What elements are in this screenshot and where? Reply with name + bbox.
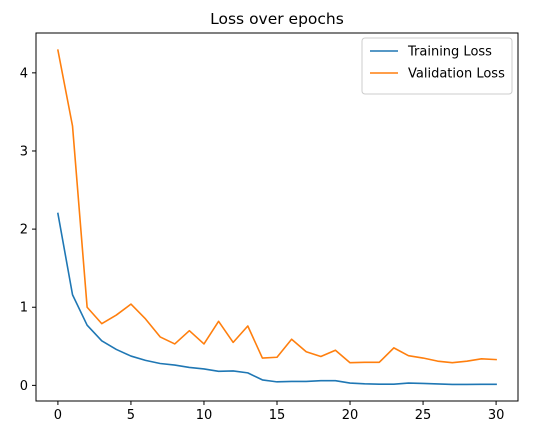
series-layer	[56, 49, 497, 386]
legend-label: Training Loss	[407, 45, 492, 60]
chart-title: Loss over epochs	[210, 10, 344, 28]
x-tick-label: 0	[54, 408, 62, 423]
x-tick-label: 5	[127, 408, 135, 423]
legend-box	[361, 37, 513, 95]
series-line-validation-loss	[56, 49, 497, 364]
x-tick-label: 30	[488, 408, 505, 423]
y-tick-label: 4	[20, 66, 28, 81]
series-line-training-loss	[56, 212, 497, 386]
x-tick-label: 10	[196, 408, 213, 423]
y-tick-label: 3	[20, 144, 28, 159]
x-tick-label: 20	[342, 408, 359, 423]
x-tick-label: 15	[269, 408, 286, 423]
y-tick-label: 2	[20, 223, 28, 238]
y-tick-label: 0	[20, 379, 28, 394]
legend: Training Loss Validation Loss	[361, 37, 513, 95]
ticks-layer: 0 5 10 15 20 25 30 0 1 2 3 4	[20, 66, 505, 423]
y-tick-label: 1	[20, 301, 28, 316]
x-tick-label: 25	[415, 408, 432, 423]
legend-label: Validation Loss	[408, 67, 505, 82]
plot-frame	[35, 32, 519, 402]
